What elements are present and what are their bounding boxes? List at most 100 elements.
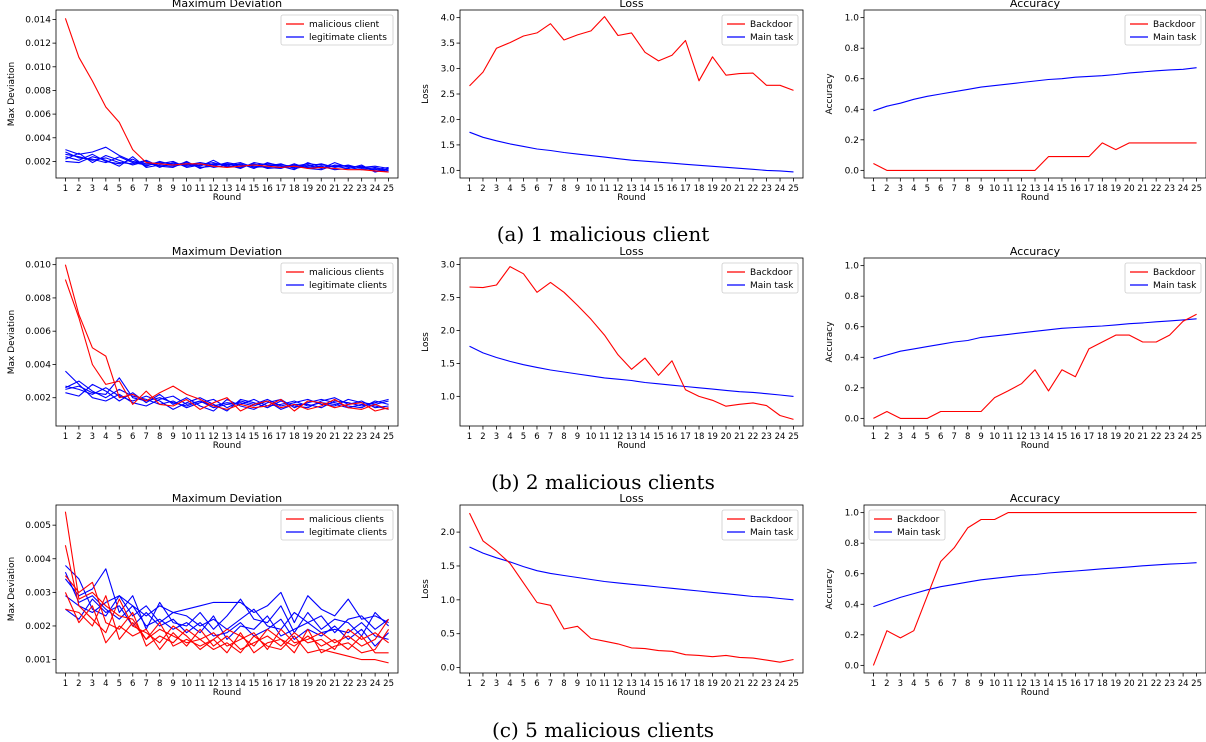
y-tick-label: 1.0 [845,14,860,24]
x-tick-label: 14 [1043,184,1054,194]
x-tick-label: 7 [548,432,553,442]
x-tick-label: 6 [534,679,539,689]
legend-label: Backdoor [750,20,793,30]
x-tick-label: 17 [1083,432,1094,442]
x-tick-label: 22 [343,432,354,442]
x-tick-label: 3 [494,184,499,194]
x-tick-label: 3 [494,432,499,442]
x-tick-label: 5 [925,184,930,194]
x-tick-label: 17 [1083,679,1094,689]
x-tick-label: 23 [356,679,367,689]
main-series-line [873,318,1197,360]
x-tick-label: 4 [507,184,512,194]
x-tick-label: 8 [965,679,970,689]
x-axis-label: Round [213,193,241,203]
x-tick-label: 2 [76,184,81,194]
x-tick-label: 15 [653,679,664,689]
y-tick-label: 3.0 [441,65,456,75]
chart-title: Accuracy [1010,0,1061,10]
y-tick-label: 2.0 [441,326,456,336]
x-tick-label: 22 [748,184,759,194]
y-tick-label: 0.006 [25,110,51,120]
y-tick-label: 0.002 [25,157,51,167]
x-tick-label: 1 [63,184,68,194]
x-tick-label: 17 [680,679,691,689]
x-tick-label: 17 [275,432,286,442]
x-tick-label: 9 [978,184,983,194]
x-tick-label: 6 [938,679,943,689]
x-tick-label: 21 [329,679,340,689]
legend-label: Main task [897,528,941,538]
x-tick-label: 23 [1164,432,1175,442]
y-tick-label: 0.4 [845,353,860,363]
x-tick-label: 20 [721,679,732,689]
x-tick-label: 18 [1097,679,1108,689]
x-tick-label: 6 [534,184,539,194]
x-tick-label: 22 [343,679,354,689]
x-tick-label: 10 [989,184,1000,194]
x-tick-label: 22 [1151,432,1162,442]
y-tick-label: 0.002 [25,622,51,632]
x-tick-label: 11 [599,184,610,194]
x-tick-label: 1 [63,432,68,442]
legend-box [280,14,394,46]
x-tick-label: 25 [383,184,394,194]
x-tick-label: 9 [575,184,580,194]
x-tick-label: 24 [1178,184,1189,194]
y-tick-label: 0.008 [25,294,51,304]
x-tick-label: 10 [586,679,597,689]
x-tick-label: 13 [1030,679,1041,689]
x-tick-label: 7 [144,184,149,194]
x-tick-label: 24 [775,184,786,194]
x-tick-label: 13 [222,184,233,194]
x-tick-label: 11 [195,432,206,442]
x-tick-label: 7 [144,432,149,442]
x-tick-label: 25 [788,679,799,689]
main-series-line [65,153,389,173]
x-axis-label: Round [1021,441,1049,451]
y-tick-label: 1.5 [441,359,455,369]
x-tick-label: 18 [694,679,705,689]
y-tick-label: 0.4 [845,600,860,610]
y-tick-label: 2.5 [441,90,455,100]
legend-label: Main task [1153,33,1197,43]
y-tick-label: 0.010 [25,63,51,73]
x-tick-label: 5 [521,432,526,442]
x-axis-label: Round [617,688,645,698]
y-axis-label: Loss [421,579,431,599]
x-tick-label: 24 [775,432,786,442]
x-tick-label: 24 [370,184,381,194]
x-tick-label: 12 [208,184,219,194]
x-tick-label: 8 [157,679,162,689]
x-tick-label: 25 [383,679,394,689]
x-tick-label: 25 [1191,679,1202,689]
y-axis-label: Max Deviation [7,62,17,127]
x-tick-label: 19 [707,679,718,689]
x-tick-label: 11 [1003,184,1014,194]
x-tick-label: 8 [561,679,566,689]
y-tick-label: 1.5 [441,141,455,151]
backdoor-series-line [873,313,1197,419]
x-tick-label: 18 [1097,184,1108,194]
x-tick-label: 1 [467,432,472,442]
x-tick-label: 16 [1070,679,1081,689]
x-tick-label: 22 [1151,184,1162,194]
x-tick-label: 5 [117,432,122,442]
y-tick-label: 0.0 [441,664,456,674]
x-tick-label: 9 [575,432,580,442]
x-tick-label: 12 [613,432,624,442]
x-tick-label: 18 [694,432,705,442]
y-tick-label: 1.0 [845,262,860,272]
y-tick-label: 4.0 [441,14,456,24]
x-tick-label: 4 [911,679,916,689]
y-tick-label: 1.5 [441,562,455,572]
main-series-line [65,377,389,410]
main-series-line [65,383,389,412]
x-tick-label: 23 [761,184,772,194]
x-tick-label: 10 [989,432,1000,442]
y-tick-label: 1.0 [441,392,456,402]
